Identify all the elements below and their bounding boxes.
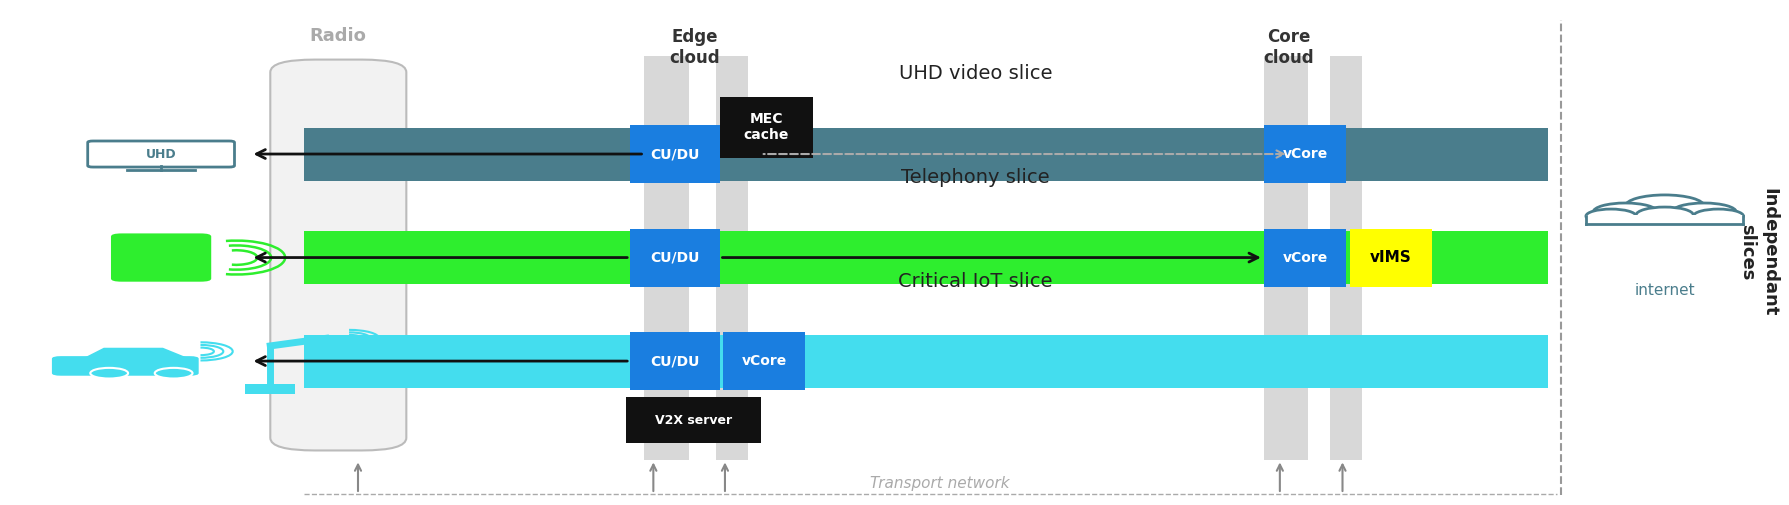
Text: internet: internet <box>1633 283 1694 298</box>
Text: UHD video slice: UHD video slice <box>898 64 1052 83</box>
Text: CU/DU: CU/DU <box>649 354 699 368</box>
Circle shape <box>1592 203 1657 221</box>
Bar <box>716 56 748 460</box>
Bar <box>723 332 805 390</box>
Text: Edge
cloud: Edge cloud <box>669 28 719 67</box>
Text: V2X server: V2X server <box>655 414 732 427</box>
Bar <box>626 397 760 443</box>
Bar <box>1349 228 1431 287</box>
FancyBboxPatch shape <box>88 141 234 167</box>
Bar <box>1263 56 1308 460</box>
Bar <box>630 125 719 183</box>
Polygon shape <box>82 348 190 359</box>
Bar <box>245 384 295 394</box>
Bar <box>1263 228 1345 287</box>
Circle shape <box>154 368 193 379</box>
Text: Independant
slices: Independant slices <box>1737 188 1776 317</box>
Bar <box>304 128 1547 181</box>
Bar <box>719 97 812 158</box>
Text: vIMS: vIMS <box>1369 250 1412 265</box>
Text: CU/DU: CU/DU <box>649 250 699 265</box>
Text: Telephony slice: Telephony slice <box>900 168 1050 187</box>
Text: vCore: vCore <box>741 354 787 368</box>
Circle shape <box>1585 209 1635 223</box>
Bar <box>630 228 719 287</box>
Text: Radio: Radio <box>309 27 367 45</box>
Text: UHD: UHD <box>145 147 177 161</box>
Text: Critical IoT slice: Critical IoT slice <box>898 272 1052 291</box>
Text: CU/DU: CU/DU <box>649 147 699 161</box>
Bar <box>1585 215 1742 224</box>
FancyBboxPatch shape <box>270 60 406 450</box>
Bar <box>630 332 719 390</box>
Circle shape <box>1692 209 1742 223</box>
FancyBboxPatch shape <box>52 356 199 376</box>
Circle shape <box>89 368 129 379</box>
Text: vCore: vCore <box>1281 250 1327 265</box>
Bar <box>644 56 689 460</box>
Text: Core
cloud: Core cloud <box>1263 28 1313 67</box>
Bar <box>304 231 1547 284</box>
Text: vCore: vCore <box>1281 147 1327 161</box>
Circle shape <box>1635 207 1692 223</box>
Bar <box>304 334 1547 388</box>
Bar <box>1263 125 1345 183</box>
Circle shape <box>1671 203 1735 221</box>
Circle shape <box>1624 195 1703 217</box>
Text: MEC
cache: MEC cache <box>742 112 789 142</box>
Bar <box>1329 56 1361 460</box>
Text: Transport network: Transport network <box>869 476 1009 491</box>
FancyBboxPatch shape <box>111 233 211 282</box>
